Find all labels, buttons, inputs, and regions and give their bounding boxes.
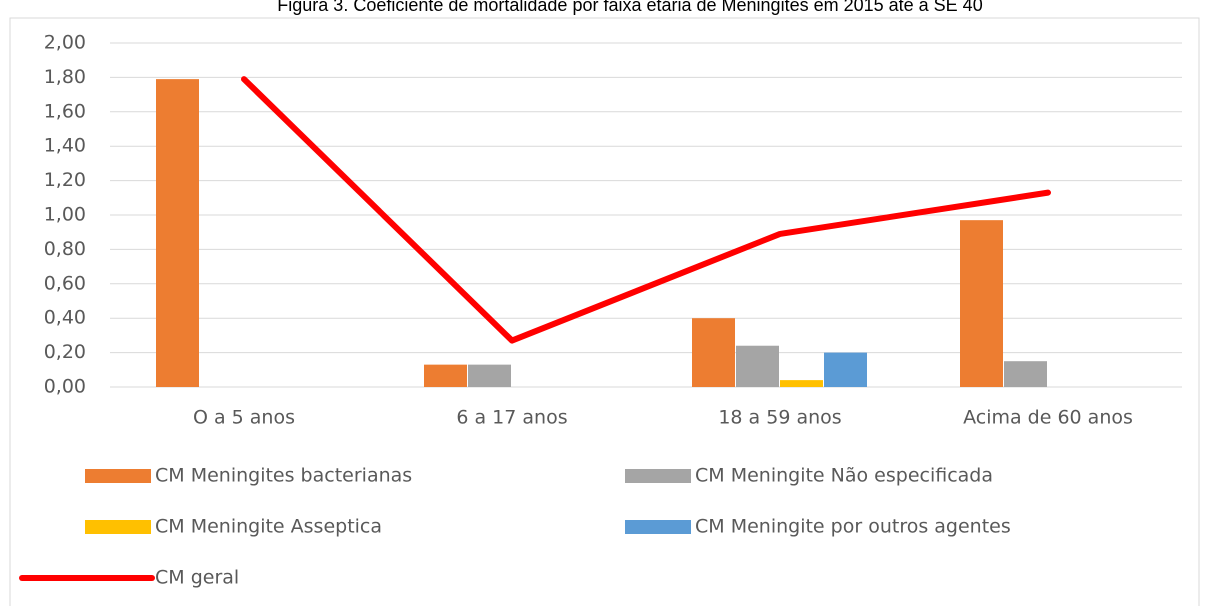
legend-label: CM geral [155,567,239,589]
legend-label: CM Meningites bacterianas [155,465,412,487]
y-tick-label: 1,20 [44,169,86,191]
line [241,76,1051,344]
chart-title: Figura 3. Coeficiente de mortalidade por… [277,0,982,15]
x-tick-label: O a 5 anos [193,407,295,429]
bar [824,352,867,387]
bar [960,220,1003,387]
x-tick-label: Acima de 60 anos [963,407,1133,429]
x-tick-label: 6 a 17 anos [456,407,567,429]
legend-label: CM Meningite por outros agentes [695,516,1011,538]
legend-swatch [85,469,151,483]
y-tick-label: 2,00 [44,32,86,54]
bar [736,345,779,387]
bar [692,318,735,387]
bar [468,364,511,387]
y-tick-label: 1,80 [44,66,86,88]
bar [1004,361,1047,387]
legend-swatch [625,520,691,534]
y-tick-label: 1,40 [44,135,86,157]
legend-label: CM Meningite Não especificada [695,465,993,487]
y-tick-label: 0,80 [44,238,86,260]
y-tick-label: 0,60 [44,272,86,294]
y-tick-label: 0,20 [44,341,86,363]
x-tick-label: 18 a 59 anos [718,407,841,429]
legend-swatch [625,469,691,483]
legend-swatch [85,520,151,534]
bar [424,364,467,387]
y-tick-label: 1,00 [44,204,86,226]
y-tick-label: 0,40 [44,307,86,329]
bar [780,380,823,387]
y-tick-label: 0,00 [44,376,86,398]
legend-label: CM Meningite Asseptica [155,516,382,538]
bar [156,79,199,388]
y-tick-label: 1,60 [44,100,86,122]
